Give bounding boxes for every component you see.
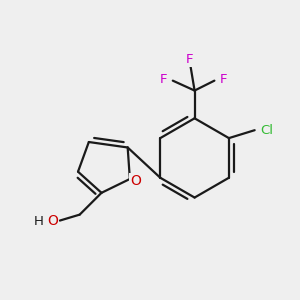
Text: F: F bbox=[186, 53, 194, 66]
Text: O: O bbox=[47, 214, 58, 228]
Text: Cl: Cl bbox=[260, 124, 273, 137]
Text: F: F bbox=[160, 73, 168, 86]
Text: F: F bbox=[220, 73, 227, 86]
Text: O: O bbox=[130, 174, 141, 188]
Text: H: H bbox=[34, 215, 44, 228]
